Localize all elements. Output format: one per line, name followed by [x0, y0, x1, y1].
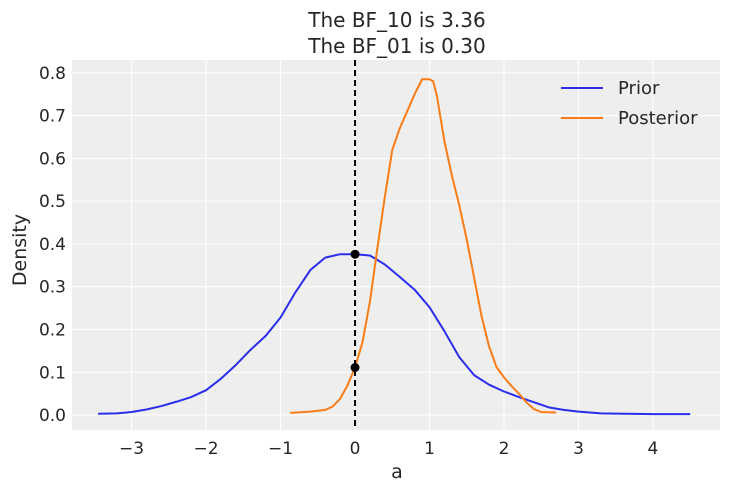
y-tick-label: 0.7	[39, 107, 66, 127]
legend-label-prior: Prior	[618, 78, 660, 99]
y-tick-label: 0.8	[39, 64, 66, 84]
y-tick-label: 0.6	[39, 149, 66, 169]
y-tick-label: 0.4	[39, 235, 66, 255]
series-layer	[98, 78, 691, 416]
x-tick-label: −1	[268, 439, 293, 459]
plot-area	[72, 60, 720, 430]
density-at-zero-marker	[350, 363, 360, 373]
y-tick-label: 0.2	[39, 320, 66, 340]
x-axis-label: a	[391, 461, 403, 483]
x-tick-label: 4	[648, 439, 659, 459]
x-tick-label: −2	[194, 439, 219, 459]
y-tick-label: 0.5	[39, 192, 66, 212]
density-at-zero-marker	[350, 249, 360, 259]
series-line-posterior	[290, 78, 557, 414]
x-axis-ticks: −3 −2 −1 0 1 2 3 4	[119, 439, 658, 459]
y-axis-label: Density	[9, 214, 31, 286]
legend: Prior Posterior	[561, 78, 698, 129]
x-tick-label: 3	[573, 439, 584, 459]
x-tick-label: 0	[350, 439, 361, 459]
chart-title-line-2: The BF_01 is 0.30	[307, 34, 485, 58]
series-line-prior	[98, 253, 691, 416]
marker-layer	[350, 249, 360, 373]
x-tick-label: −3	[119, 439, 144, 459]
y-tick-label: 0.3	[39, 278, 66, 298]
x-tick-label: 1	[424, 439, 435, 459]
y-tick-label: 0.1	[39, 363, 66, 383]
chart-title-line-1: The BF_10 is 3.36	[307, 8, 485, 32]
grid-lines	[72, 60, 720, 430]
legend-label-posterior: Posterior	[618, 108, 698, 129]
x-tick-label: 2	[499, 439, 510, 459]
y-tick-label: 0.0	[39, 406, 66, 426]
y-axis-ticks: 0.0 0.1 0.2 0.3 0.4 0.5 0.6 0.7 0.8	[39, 64, 66, 426]
